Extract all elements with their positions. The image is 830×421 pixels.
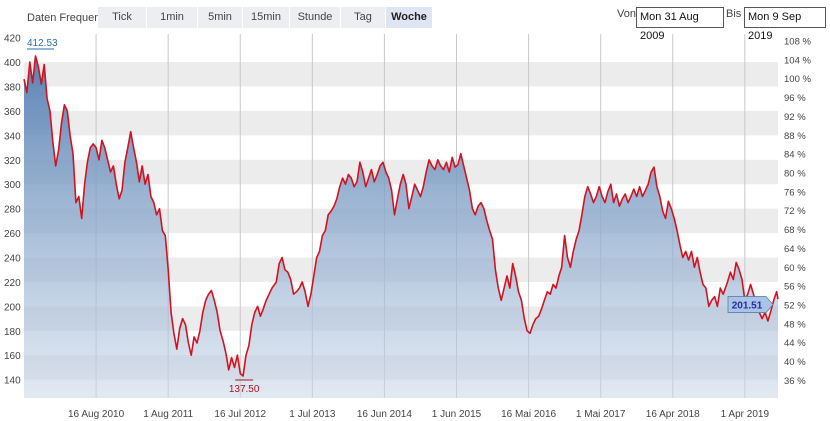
x-tick-label: 1 Jun 2015	[432, 409, 482, 420]
right-axis-tick: 104 %	[784, 55, 811, 66]
y-tick-label: 160	[4, 351, 21, 362]
right-axis-tick: 68 %	[784, 225, 806, 236]
right-axis-tick: 88 %	[784, 131, 806, 142]
tab-tag[interactable]: Tag	[341, 7, 386, 28]
right-axis-tick: 84 %	[784, 150, 806, 161]
y-tick-label: 240	[4, 254, 21, 265]
right-axis-tick: 44 %	[784, 338, 806, 349]
x-tick-label: 16 Jul 2012	[214, 409, 266, 420]
right-axis-tick: 72 %	[784, 206, 806, 217]
right-axis-tick: 64 %	[784, 244, 806, 255]
from-label: Von	[617, 8, 636, 20]
last-value-box	[727, 296, 774, 313]
grid-band	[24, 62, 778, 87]
last-value-label: 201.51	[732, 301, 763, 312]
y-tick-label: 360	[4, 107, 21, 118]
right-axis-tick: 76 %	[784, 187, 806, 198]
x-tick-label: 16 Mai 2016	[501, 409, 556, 420]
price-line	[23, 55, 779, 377]
y-tick-label: 180	[4, 327, 21, 338]
right-axis-tick: 60 %	[784, 263, 806, 274]
tab-5min[interactable]: 5min	[198, 7, 243, 28]
y-tick-label: 400	[4, 58, 21, 69]
x-tick-label: 16 Aug 2010	[68, 409, 125, 420]
max-value-label: 412.53	[27, 38, 58, 49]
y-tick-label: 300	[4, 180, 21, 191]
x-tick-label: 1 Mai 2017	[576, 409, 626, 420]
x-tick-label: 16 Jun 2014	[357, 409, 412, 420]
right-axis-tick: 40 %	[784, 357, 806, 368]
to-label: Bis	[726, 8, 742, 20]
tab-1min[interactable]: 1min	[147, 7, 198, 28]
right-axis-tick: 100 %	[784, 74, 811, 85]
frequency-label: Daten Frequenz	[27, 12, 106, 24]
x-tick-label: 1 Aug 2011	[143, 409, 193, 420]
right-axis-tick: 48 %	[784, 319, 806, 330]
right-axis-tick: 92 %	[784, 112, 806, 123]
x-tick-label: 16 Apr 2018	[646, 409, 700, 420]
y-tick-label: 340	[4, 131, 21, 142]
right-axis-tick: 36 %	[784, 376, 806, 387]
grid-band	[24, 110, 778, 136]
x-tick-label: 1 Apr 2019	[721, 409, 770, 420]
price-area	[24, 56, 778, 398]
y-tick-label: 420	[4, 34, 21, 45]
from-date-input[interactable]: Mon 31 Aug 2009	[636, 7, 724, 42]
right-axis-tick: 56 %	[784, 282, 806, 293]
x-tick-label: 1 Jul 2013	[289, 409, 336, 420]
tab-stunde[interactable]: Stunde	[290, 7, 341, 28]
y-tick-label: 140	[4, 376, 21, 387]
y-tick-label: 260	[4, 229, 21, 240]
to-date-input[interactable]: Mon 9 Sep 2019	[744, 7, 826, 42]
toolbar: Daten Frequenz Tick 1min 5min 15min Stunde Ta…	[0, 0, 830, 42]
tab-15min[interactable]: 15min	[243, 7, 290, 28]
y-tick-label: 320	[4, 156, 21, 167]
right-axis-tick: 80 %	[784, 168, 806, 179]
min-value-label: 137.50	[229, 384, 260, 395]
y-tick-label: 280	[4, 205, 21, 216]
tab-tick[interactable]: Tick	[98, 7, 147, 28]
frequency-tabs: Tick 1min 5min 15min Stunde Tag Woche	[98, 7, 433, 28]
right-axis-tick: 108 %	[784, 36, 811, 47]
y-tick-label: 200	[4, 302, 21, 313]
y-tick-label: 220	[4, 278, 21, 289]
y-tick-label: 380	[4, 83, 21, 94]
right-axis-tick: 52 %	[784, 301, 806, 312]
tab-woche[interactable]: Woche	[386, 7, 433, 28]
right-axis-tick: 96 %	[784, 93, 806, 104]
